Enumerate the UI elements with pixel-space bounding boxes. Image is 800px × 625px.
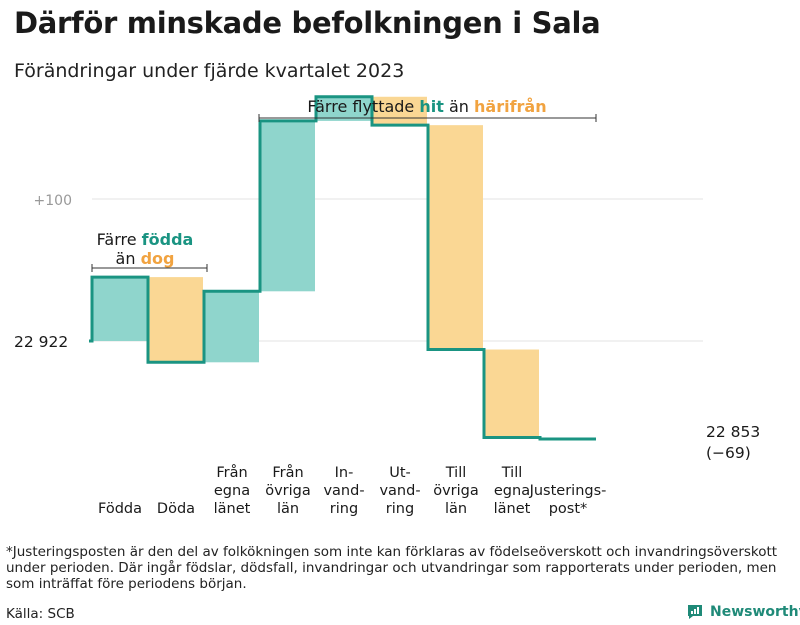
newsworthy-logo-icon xyxy=(688,605,702,619)
category-label: Döda xyxy=(157,501,195,517)
footnote: *Justeringsposten är den del av folkökni… xyxy=(6,544,778,592)
category-label: In- xyxy=(335,465,354,481)
annotation-births-line1: Färre födda xyxy=(97,230,194,249)
cumulative-line xyxy=(89,95,596,441)
annotation-text: Färre flyttade xyxy=(307,97,419,116)
start-value-label: 22 922 xyxy=(14,333,68,351)
category-label: ring xyxy=(330,501,358,517)
end-value-label: 22 853 xyxy=(706,423,760,441)
category-label: Födda xyxy=(98,501,142,517)
end-change-label: (−69) xyxy=(706,444,751,462)
category-label: vand- xyxy=(379,483,420,499)
annotation-highlight-in: hit xyxy=(419,97,444,116)
category-label: Justerings- xyxy=(529,483,607,499)
waterfall-bar xyxy=(261,120,315,292)
waterfall-bar xyxy=(93,277,147,341)
logo-text: Newsworthy xyxy=(710,604,800,620)
waterfall-bar xyxy=(373,96,427,126)
category-label: Från xyxy=(272,464,303,481)
category-label: egna xyxy=(214,483,250,499)
newsworthy-logo: Newsworthy xyxy=(686,603,800,621)
waterfall-chart: +100 22 922 22 853 (−69) Födda Döda Från egna lä… xyxy=(14,95,760,517)
annotation-text: än xyxy=(444,97,474,116)
category-label: övriga xyxy=(265,483,311,499)
waterfall-bar xyxy=(149,277,203,363)
category-label: egna xyxy=(494,483,530,499)
category-label: övriga xyxy=(433,483,479,499)
category-label: Till xyxy=(501,465,523,481)
category-label: Från xyxy=(216,464,247,481)
category-label: ring xyxy=(386,501,414,517)
category-label: vand- xyxy=(323,483,364,499)
chart-title: Därför minskade befolkningen i Sala xyxy=(14,6,601,40)
category-label: länet xyxy=(214,501,251,517)
category-label: län xyxy=(445,501,467,517)
waterfall-bar xyxy=(317,96,371,121)
waterfall-bar xyxy=(429,125,483,350)
chart-subtitle: Förändringar under fjärde kvartalet 2023 xyxy=(14,60,405,82)
annotation-text: Färre xyxy=(97,230,142,249)
y-tick-label: +100 xyxy=(34,193,72,209)
waterfall-bar xyxy=(485,349,539,438)
annotation-moves: Färre flyttade hit än härifrån xyxy=(307,97,546,116)
annotation-births-line2: än dog xyxy=(116,249,175,268)
category-label: post* xyxy=(549,501,588,517)
category-label: länet xyxy=(494,501,531,517)
annotation-text: än xyxy=(116,249,141,268)
waterfall-bar xyxy=(205,291,259,363)
category-label: Till xyxy=(445,465,467,481)
annotation-highlight-deaths: dog xyxy=(141,249,175,268)
category-label: Ut- xyxy=(389,465,411,481)
annotation-highlight-births: födda xyxy=(142,230,194,249)
source: Källa: SCB xyxy=(6,606,75,622)
category-label: län xyxy=(277,501,299,517)
annotation-highlight-out: härifrån xyxy=(474,97,547,116)
